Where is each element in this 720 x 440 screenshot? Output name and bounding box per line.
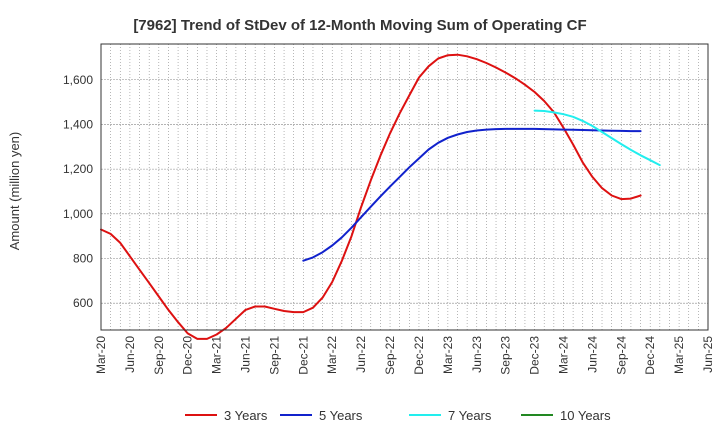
x-tick-label: Jun-22 — [354, 336, 368, 373]
legend-label-7-years: 7 Years — [448, 408, 492, 423]
y-tick-label: 1,200 — [63, 162, 93, 176]
y-tick-label: 1,400 — [63, 117, 93, 131]
x-tick-label: Jun-20 — [123, 336, 137, 373]
x-tick-label: Mar-24 — [556, 336, 570, 374]
x-tick-label: Sep-24 — [614, 336, 628, 375]
y-tick-label: 800 — [73, 252, 93, 266]
y-tick-label: 1,000 — [63, 207, 93, 221]
x-tick-label: Mar-23 — [441, 336, 455, 374]
series-line-3-years — [100, 53, 642, 340]
x-tick-label: Dec-23 — [528, 336, 542, 375]
chart-title: [7962] Trend of StDev of 12-Month Moving… — [133, 17, 586, 34]
y-tick-label: 600 — [73, 296, 93, 310]
x-tick-label: Sep-21 — [267, 336, 281, 375]
y-tick-label: 1,600 — [63, 73, 93, 87]
legend-label-5-years: 5 Years — [319, 408, 363, 423]
x-tick-label: Mar-21 — [210, 336, 224, 374]
gridlines — [101, 44, 708, 330]
x-tick-label: Mar-20 — [94, 336, 108, 374]
x-tick-label: Dec-20 — [181, 336, 195, 375]
x-tick-label: Mar-22 — [325, 336, 339, 374]
y-tick-labels: 600 800 1,000 1,200 1,400 1,600 — [63, 73, 93, 310]
legend-label-3-years: 3 Years — [224, 408, 268, 423]
series-line-7-years — [533, 109, 661, 167]
series-lines — [100, 53, 661, 340]
x-tick-label: Sep-20 — [152, 336, 166, 375]
y-axis-label: Amount (million yen) — [7, 132, 22, 251]
x-tick-label: Jun-24 — [585, 336, 599, 373]
legend-label-10-years: 10 Years — [560, 408, 611, 423]
x-tick-label: Dec-24 — [643, 336, 657, 375]
x-tick-label: Dec-22 — [412, 336, 426, 375]
x-tick-label: Jun-23 — [470, 336, 484, 373]
x-tick-label: Jun-25 — [701, 336, 715, 373]
legend: 3 Years 5 Years 7 Years 10 Years — [185, 408, 611, 423]
x-tick-label: Mar-25 — [672, 336, 686, 374]
series-line-5-years — [302, 127, 642, 262]
plot-area-frame — [100, 43, 709, 331]
x-tick-label: Jun-21 — [239, 336, 253, 373]
x-tick-labels: Mar-20 Jun-20 Sep-20 Dec-20 Mar-21 Jun-21 Sep-… — [94, 336, 715, 375]
x-tick-label: Dec-21 — [296, 336, 310, 375]
x-tick-label: Sep-23 — [499, 336, 513, 375]
x-tick-label: Sep-22 — [383, 336, 397, 375]
